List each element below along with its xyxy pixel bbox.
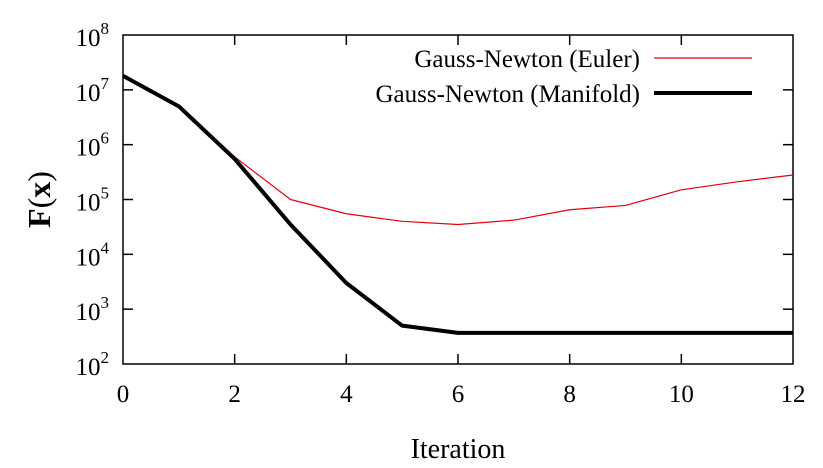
y-axis-title-var: x bbox=[21, 182, 57, 198]
x-tick-label: 4 bbox=[340, 381, 353, 408]
series-line-manifold bbox=[122, 74, 793, 335]
y-axis-title: F(x) bbox=[21, 171, 57, 228]
x-tick-label: 10 bbox=[669, 381, 694, 408]
y-tick-label: 108 bbox=[76, 19, 110, 52]
y-tick-label: 105 bbox=[76, 184, 110, 217]
legend: Gauss-Newton (Euler) Gauss-Newton (Manifo… bbox=[375, 46, 752, 108]
svg-text:F(x): F(x) bbox=[21, 171, 57, 228]
legend-label-euler: Gauss-Newton (Euler) bbox=[414, 46, 640, 73]
y-axis: 102 103 104 105 106 107 108 bbox=[76, 19, 793, 381]
y-axis-title-close-paren: ) bbox=[21, 171, 57, 182]
x-tick-label: 12 bbox=[781, 381, 806, 408]
y-axis-title-open-paren: ( bbox=[21, 198, 57, 209]
legend-label-manifold: Gauss-Newton (Manifold) bbox=[375, 81, 640, 108]
series-layer bbox=[122, 74, 794, 335]
x-tick-label: 8 bbox=[563, 381, 576, 408]
y-tick-label: 106 bbox=[76, 129, 110, 162]
y-tick-label: 104 bbox=[76, 238, 110, 271]
x-axis: 0 2 4 6 8 10 12 bbox=[117, 35, 806, 408]
x-tick-label: 6 bbox=[452, 381, 465, 408]
y-tick-label: 107 bbox=[76, 74, 110, 107]
x-tick-label: 0 bbox=[117, 381, 130, 408]
y-tick-label: 103 bbox=[76, 293, 110, 326]
x-axis-title: Iteration bbox=[411, 434, 506, 465]
y-tick-label: 102 bbox=[76, 348, 110, 381]
x-tick-label: 2 bbox=[228, 381, 241, 408]
y-axis-title-func: F bbox=[21, 208, 57, 228]
